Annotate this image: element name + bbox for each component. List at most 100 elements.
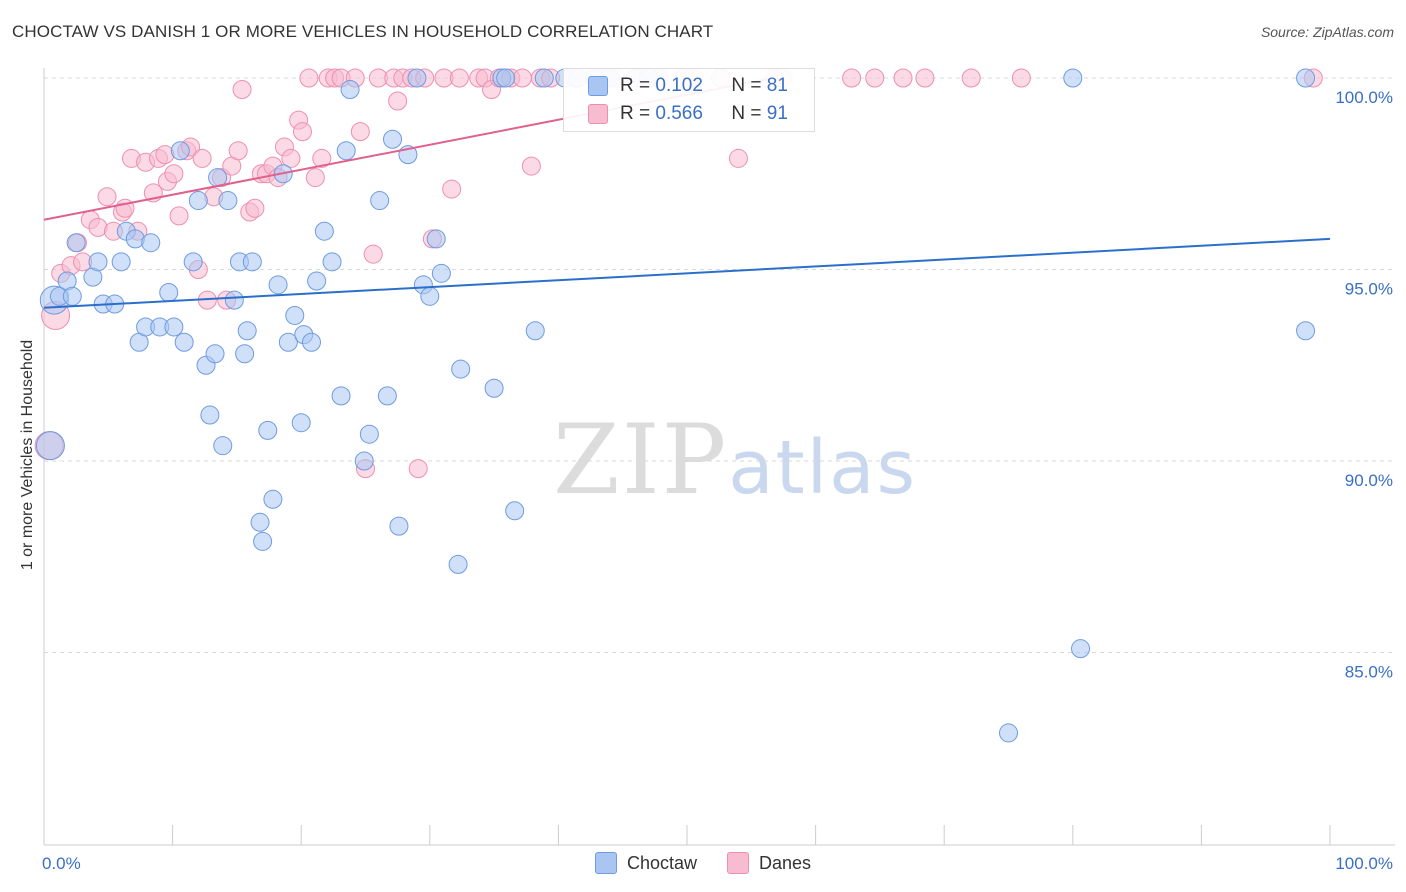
choctaw-point [235,344,255,364]
choctaw-point [205,344,225,364]
choctaw-point [389,516,409,536]
choctaw-point [188,191,208,211]
danes-point [164,164,184,184]
choctaw-point [263,489,283,509]
choctaw-point [141,233,161,253]
danes-point [961,68,981,88]
choctaw-point [331,386,351,406]
danes-point [363,244,383,264]
danes-point [521,156,541,176]
danes-point [228,141,248,161]
tick-labels: 100.0% 95.0% 90.0% 85.0% 0.0% 100.0% [42,88,1393,873]
choctaw-point [1296,321,1316,341]
danes-point [449,68,469,88]
danes-swatch [588,104,608,124]
choctaw-point [999,723,1018,743]
danes-point [865,68,885,88]
stats-row-danes: R = 0.566 N = 91 [588,101,788,127]
danes-point [388,91,408,111]
choctaw-point [307,271,327,291]
danes-point [97,187,117,207]
danes-point [408,459,428,479]
choctaw-point [448,554,468,574]
x-tick-label: 100.0% [1335,854,1393,873]
choctaw-point [62,286,82,306]
n-label: N = [731,75,767,96]
choctaw-point [291,413,311,433]
choctaw-point [258,420,278,440]
series-legend: Choctaw Danes [0,852,1406,874]
danes-legend-swatch [727,852,749,874]
choctaw-point [159,282,179,302]
choctaw-point [224,290,244,310]
danes-point [728,148,748,168]
choctaw-point [88,252,108,272]
legend-item-choctaw: Choctaw [594,852,697,874]
danes-point [893,68,913,88]
danes-point [305,168,325,188]
choctaw-point [354,451,374,471]
y-tick-label: 90.0% [1345,471,1393,490]
danes-point [842,68,862,88]
choctaw-trend-line [43,237,1331,309]
choctaw-point [340,79,360,99]
choctaw-point [250,512,270,532]
y-tick-label: 95.0% [1345,280,1393,299]
danes-point [169,206,189,226]
choctaw-point [496,68,516,88]
danes-point [299,68,319,88]
choctaw-point [525,321,545,341]
n-value: 81 [766,75,788,96]
choctaw-point [426,229,446,249]
choctaw-swatch [588,76,608,96]
choctaw-point [253,531,273,551]
choctaw-point [336,141,356,161]
choctaw-point [370,191,390,211]
danes-point [442,179,462,199]
watermark-zip: ZIP [553,404,729,516]
danes-point [915,68,935,88]
r-value: 0.566 [655,103,703,124]
choctaw-point [285,305,305,325]
choctaw-point [242,252,262,272]
danes-point [512,68,532,88]
danes-point [292,122,312,142]
choctaw-point [213,436,233,456]
chart-title: CHOCTAW VS DANISH 1 OR MORE VEHICLES IN … [12,22,714,41]
choctaw-point [359,424,379,444]
choctaw-point [164,317,184,337]
choctaw-point [420,286,440,306]
stats-row-choctaw: R = 0.102 N = 81 [588,73,788,99]
choctaw-legend-swatch [594,852,617,874]
choctaw-point [174,332,194,352]
watermark: ZIPatlas [553,404,917,516]
choctaw-point [484,378,504,398]
y-tick-label: 100.0% [1335,88,1393,107]
choctaw-point [1063,68,1083,88]
danes-point [312,148,332,168]
choctaw-point [1296,68,1316,88]
choctaw-point [322,252,342,272]
x-tick-label: 0.0% [42,854,81,873]
choctaw-point [200,405,220,425]
r-value: 0.102 [655,75,703,96]
legend-item-danes: Danes [727,852,811,874]
choctaw-point [431,263,451,283]
grid-lines [44,77,1395,653]
choctaw-point [314,221,334,241]
danes-point [245,198,265,218]
choctaw-point [407,68,427,88]
choctaw-point [534,68,554,88]
danes-point [232,79,252,99]
choctaw-point [1071,639,1091,659]
choctaw-point [383,129,403,149]
choctaw-point [183,252,203,272]
watermark-atlas: atlas [728,425,918,511]
choctaw-point [377,386,397,406]
choctaw-point [35,431,65,461]
n-value: 91 [766,103,788,124]
stats-legend: R = 0.102 N = 81 R = 0.566 N = 91 [563,68,815,132]
danes-legend-label: Danes [759,852,812,873]
y-tick-label: 85.0% [1345,663,1393,682]
